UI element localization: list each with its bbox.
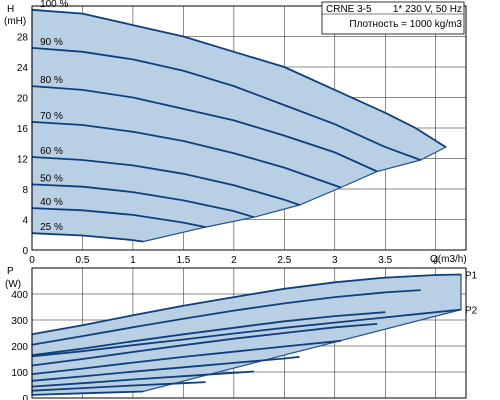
curve-label-90: 90 % <box>40 37 63 48</box>
x-tick-label: 3 <box>332 255 338 266</box>
curve-p2 <box>31 308 462 358</box>
y-tick-label: 200 <box>11 342 28 353</box>
curve-series-3 <box>31 311 386 356</box>
x-tick-label: 1.5 <box>176 255 190 266</box>
head-curves <box>31 8 447 243</box>
power-plot-frame <box>31 267 467 399</box>
curve-series-8 <box>31 381 206 392</box>
head-curve-labels: 100 % 90 % 80 % 70 % 60 % 50 % 40 % 25 % <box>40 0 68 233</box>
head-x-axis-label: Q(m3/h) <box>430 254 467 265</box>
power-curve-labels: P1 P2 <box>465 271 478 317</box>
y-tick-label: 24 <box>17 63 29 74</box>
power-y-axis-label-line2: (W) <box>5 279 21 290</box>
curve-80 <box>31 85 378 173</box>
power-supply: 1* 230 V, 50 Hz <box>393 4 462 15</box>
x-tick-label: 0 <box>29 255 35 266</box>
curve-label-40: 40 % <box>40 197 63 208</box>
x-tick-label: 2.5 <box>277 255 291 266</box>
y-tick-label: 8 <box>22 185 28 196</box>
pump-model: CRNE 3-5 <box>326 4 372 15</box>
head-y-tick-labels: 0 4 8 12 16 20 24 28 <box>17 33 29 258</box>
curve-label-60: 60 % <box>40 146 63 157</box>
power-curves <box>31 273 462 396</box>
curve-90 <box>31 47 421 161</box>
curve-label-80: 80 % <box>40 75 63 86</box>
curve-series-7 <box>31 370 255 388</box>
x-tick-label: 2 <box>231 255 237 266</box>
curve-50 <box>31 183 255 219</box>
curve-70 <box>31 121 342 189</box>
curve-60 <box>31 156 300 206</box>
head-plot-frame <box>31 5 467 251</box>
power-y-tick-labels: 0 100 200 300 400 <box>11 290 28 400</box>
y-tick-label: 16 <box>17 124 29 135</box>
pump-info-box: CRNE 3-5 1* 230 V, 50 Hz Плотность = 100… <box>321 1 465 35</box>
y-tick-label: 28 <box>17 33 29 44</box>
curve-series-6 <box>31 356 300 382</box>
curve-100 <box>31 8 447 148</box>
curve-25 <box>31 232 144 243</box>
x-tick-label: 3.5 <box>378 255 392 266</box>
x-tick-label: 4 <box>433 255 439 266</box>
curve-series-4 <box>31 323 378 367</box>
curve-p1 <box>31 273 462 336</box>
head-chart: 100 %90 %80 %70 %60 %50 %40 %25 % 048121… <box>4 0 467 266</box>
head-y-axis-label-line2: (mH) <box>4 16 26 27</box>
curve-label-100: 100 % <box>40 0 68 10</box>
y-tick-label: 100 <box>11 368 28 379</box>
y-tick-label: 400 <box>11 290 28 301</box>
y-tick-label: 300 <box>11 316 28 327</box>
y-tick-label: 0 <box>22 394 28 400</box>
head-x-tick-labels: 0 0.5 1 1.5 2 2.5 3 3.5 4 <box>29 255 439 266</box>
y-tick-label: 12 <box>17 155 29 166</box>
y-tick-label: 20 <box>17 94 29 105</box>
power-y-axis-label-line1: P <box>7 266 14 277</box>
curve-label-p1: P1 <box>465 271 478 282</box>
curve-40 <box>31 207 206 228</box>
head-y-axis-label-line1: H <box>7 4 14 15</box>
curve-label-25: 25 % <box>40 222 63 233</box>
curve-series-5 <box>31 339 341 375</box>
y-tick-label: 4 <box>22 216 28 227</box>
curve-series-9 <box>31 390 144 396</box>
x-tick-label: 0.5 <box>76 255 90 266</box>
curve-label-p2: P2 <box>465 306 478 317</box>
y-tick-label: 0 <box>22 246 28 257</box>
power-chart: P1 P2 0 100 200 300 400 P (W) <box>5 266 478 400</box>
x-tick-label: 1 <box>130 255 136 266</box>
curve-series-1 <box>31 289 421 346</box>
curve-label-70: 70 % <box>40 111 63 122</box>
curve-label-50: 50 % <box>40 173 63 184</box>
fluid-density: Плотность = 1000 kg/m3 <box>349 19 462 30</box>
